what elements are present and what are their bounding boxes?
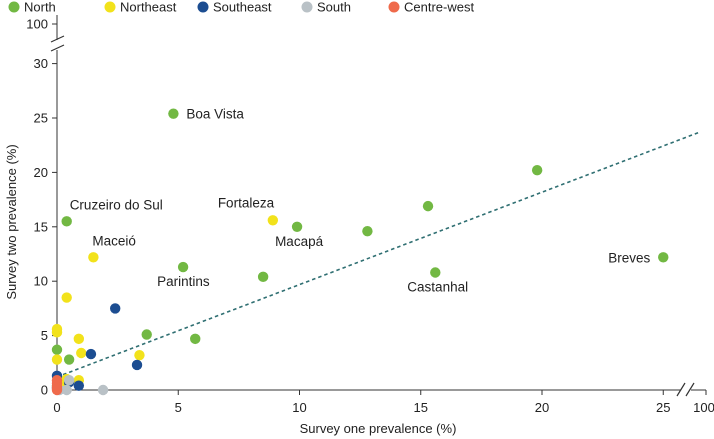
point-northeast bbox=[76, 347, 87, 359]
axes: 0 5 10 15 20 25 100 0 5 10 15 20 25 30 100 bbox=[26, 15, 714, 415]
point-northeast bbox=[88, 252, 99, 263]
point-northeast bbox=[267, 215, 279, 226]
trendline-group bbox=[56, 131, 700, 378]
y-tick-label: 20 bbox=[34, 165, 48, 180]
x-tick-label: 20 bbox=[535, 400, 549, 415]
point-north bbox=[141, 329, 152, 340]
point-north bbox=[51, 344, 63, 355]
point-label: Cruzeiro do Sul bbox=[70, 197, 163, 212]
point-north bbox=[177, 261, 189, 273]
data-points bbox=[51, 108, 669, 396]
point-label: Maceió bbox=[92, 233, 136, 248]
point-north bbox=[531, 165, 543, 176]
point-northeast bbox=[51, 327, 63, 338]
y-tick-label: 25 bbox=[34, 111, 48, 126]
point-label: Macapá bbox=[275, 234, 324, 249]
x-axis-break-mark bbox=[676, 382, 686, 397]
x-tick-label: 5 bbox=[175, 400, 182, 415]
point-north bbox=[190, 333, 201, 345]
point-north bbox=[422, 200, 434, 212]
point-label: Fortaleza bbox=[218, 195, 275, 210]
point-northeast bbox=[73, 333, 85, 345]
legend-swatch bbox=[197, 1, 209, 13]
y-axis-break-mark bbox=[50, 44, 65, 52]
point-label: Parintins bbox=[157, 274, 210, 289]
point-annotations: Boa Vista Cruzeiro do Sul Macapá Breves Pari… bbox=[70, 107, 651, 295]
y-axis-break-mark bbox=[50, 35, 65, 43]
y-tick-label: 15 bbox=[34, 219, 48, 234]
legend-swatch bbox=[104, 1, 116, 13]
legend-label: North bbox=[24, 0, 56, 15]
point-north bbox=[362, 225, 373, 237]
trendline bbox=[56, 131, 700, 378]
y-axis-title: Survey two prevalence (%) bbox=[4, 144, 19, 299]
point-north bbox=[168, 108, 179, 119]
legend-label: South bbox=[317, 0, 351, 15]
point-centre-west bbox=[51, 384, 63, 396]
x-axis-break-mark bbox=[685, 382, 695, 397]
y-tick-label-break: 100 bbox=[26, 17, 48, 32]
x-tick-label: 10 bbox=[292, 400, 306, 415]
legend-label: Northeast bbox=[120, 0, 177, 15]
point-southeast bbox=[73, 380, 85, 391]
point-northeast bbox=[134, 349, 145, 361]
legend-swatch bbox=[8, 1, 20, 13]
point-north bbox=[61, 216, 72, 227]
y-tick-label: 10 bbox=[34, 274, 48, 289]
point-south bbox=[61, 384, 72, 396]
y-tick-label: 5 bbox=[41, 328, 48, 343]
y-tick-label: 30 bbox=[34, 56, 48, 71]
y-tick-label: 0 bbox=[41, 383, 48, 398]
point-southeast bbox=[110, 303, 121, 314]
point-north bbox=[291, 221, 303, 232]
point-south bbox=[97, 384, 109, 396]
point-north bbox=[257, 271, 269, 283]
point-label: Boa Vista bbox=[186, 107, 244, 122]
x-tick-label: 15 bbox=[414, 400, 428, 415]
legend: North Northeast Southeast South Centre-west bbox=[8, 0, 474, 15]
legend-label: Centre-west bbox=[404, 0, 474, 15]
point-northeast bbox=[51, 354, 63, 365]
point-southeast bbox=[131, 359, 143, 371]
legend-swatch bbox=[301, 1, 313, 13]
point-label: Castanhal bbox=[407, 279, 468, 294]
point-label: Breves bbox=[608, 250, 650, 265]
point-southeast bbox=[85, 348, 97, 360]
legend-label: Southeast bbox=[213, 0, 272, 15]
x-tick-label: 0 bbox=[53, 400, 60, 415]
x-axis-title: Survey one prevalence (%) bbox=[300, 421, 457, 436]
point-north bbox=[658, 252, 669, 263]
point-south bbox=[63, 375, 75, 386]
legend-swatch bbox=[388, 1, 400, 13]
x-tick-label: 25 bbox=[656, 400, 670, 415]
point-northeast bbox=[61, 292, 72, 303]
x-tick-label-break: 100 bbox=[693, 400, 714, 415]
point-north bbox=[63, 354, 75, 365]
point-north bbox=[430, 267, 441, 278]
